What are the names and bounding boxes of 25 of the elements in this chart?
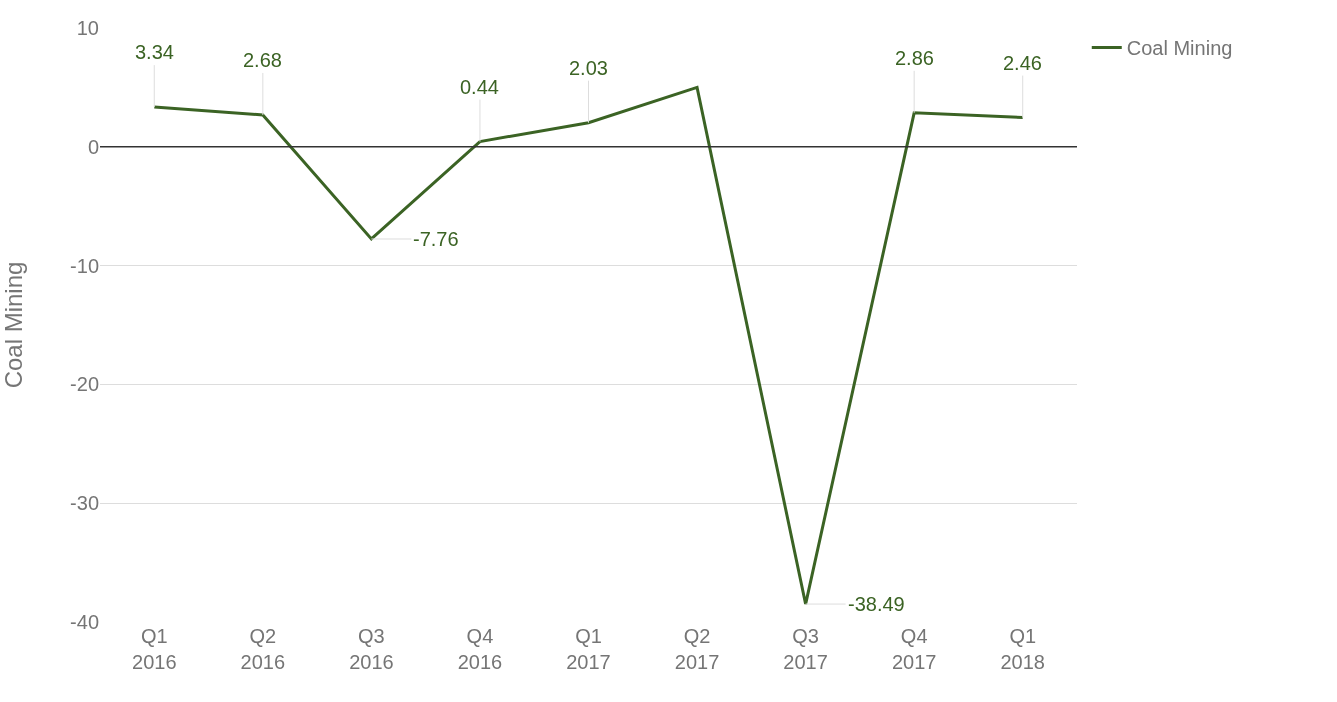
- y-tick-label: -20: [70, 373, 99, 396]
- data-label: 2.03: [569, 57, 608, 79]
- x-tick-label: Q4 2017: [891, 625, 937, 673]
- data-label: -7.76: [413, 228, 459, 250]
- legend-label: Coal Mining: [1126, 37, 1233, 60]
- x-tick-label: Q3 2016: [349, 625, 394, 673]
- x-tick-label: Q2 2017: [674, 625, 720, 673]
- data-label: 0.44: [460, 76, 499, 98]
- y-tick-label: -40: [70, 611, 99, 633]
- data-label: 2.46: [1003, 52, 1042, 74]
- x-tick-label: Q1 2018: [1000, 625, 1045, 673]
- x-tick-label: Q2 2016: [240, 625, 286, 673]
- x-tick-label: Q3 2017: [783, 625, 828, 673]
- y-tick-label: -10: [70, 254, 99, 277]
- data-label: 3.34: [135, 41, 174, 63]
- y-axis-title: Coal Mining: [0, 261, 28, 389]
- y-tick-label: -30: [70, 492, 99, 515]
- x-tick-label: Q4 2016: [457, 625, 503, 673]
- data-label: 2.86: [895, 47, 934, 69]
- x-tick-label: Q1 2016: [132, 625, 177, 673]
- data-label: -38.49: [848, 593, 905, 615]
- y-tick-label: 10: [76, 17, 99, 39]
- data-label: 2.68: [243, 49, 282, 71]
- y-tick-label: 0: [87, 135, 99, 158]
- x-tick-label: Q1 2017: [566, 625, 611, 673]
